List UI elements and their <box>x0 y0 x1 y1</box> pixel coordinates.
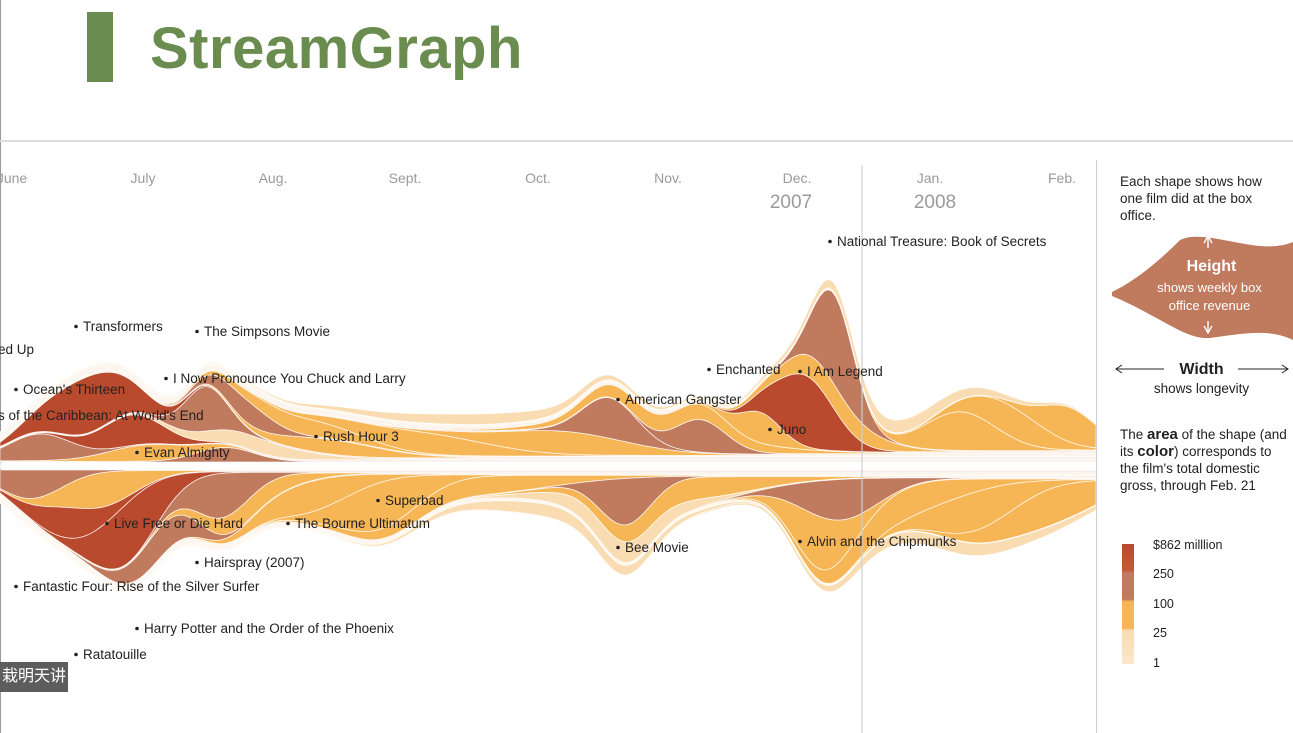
scale-label-25: 25 <box>1153 626 1167 640</box>
scale-label-250: 250 <box>1153 567 1174 581</box>
film-label: I Am Legend <box>807 364 883 379</box>
x-tick-label: Feb. <box>1048 170 1076 186</box>
film-label: Fantastic Four: Rise of the Silver Surfe… <box>23 579 260 594</box>
film-label-dot <box>616 545 620 550</box>
legend-intro: Each shape shows how one film did at the… <box>1120 174 1262 223</box>
film-label-dot <box>74 324 78 329</box>
film-label: National Treasure: Book of Secrets <box>837 234 1047 249</box>
film-label-dot <box>376 498 380 503</box>
film-label-dot <box>105 521 109 526</box>
legend-color-scale <box>1122 544 1134 664</box>
stream-layers <box>0 165 1096 733</box>
film-label: Rush Hour 3 <box>323 429 399 444</box>
year-labels: 2007 2008 <box>770 192 956 213</box>
x-tick-label: Oct. <box>525 170 551 186</box>
film-label: Hairspray (2007) <box>204 555 305 570</box>
film-label: Bee Movie <box>625 540 689 555</box>
x-tick-label: July <box>131 170 156 186</box>
x-tick-label: Jan. <box>917 170 943 186</box>
x-tick-label: Nov. <box>654 170 682 186</box>
legend-panel: Each shape shows how one film did at the… <box>1096 160 1293 733</box>
film-label-dot <box>828 239 832 244</box>
watermark-badge: 栽明天讲 <box>0 662 68 692</box>
film-label-dot <box>798 539 802 544</box>
scale-label-1: 1 <box>1153 656 1160 670</box>
film-label: Transformers <box>83 319 163 334</box>
film-label: Enchanted <box>716 362 781 377</box>
stream-down-layer-19 <box>0 502 1096 593</box>
film-label: Evan Almighty <box>144 445 230 460</box>
film-label-dot <box>135 450 139 455</box>
film-label-dot <box>195 329 199 334</box>
left-border <box>0 0 1 733</box>
film-label-dot <box>164 376 168 381</box>
film-label: ed Up <box>0 342 34 357</box>
film-labels: s of the Caribbean: At World's End Ocean'… <box>0 234 1047 662</box>
legend-divider <box>1096 160 1097 733</box>
legend-shape-icon <box>1112 234 1293 340</box>
x-axis-ticks: June July Aug. Sept. Oct. Nov. Dec. Jan. Feb. <box>0 170 1076 186</box>
film-label: I Now Pronounce You Chuck and Larry <box>173 371 406 386</box>
film-label-dot <box>707 367 711 372</box>
x-tick-label: June <box>0 170 27 186</box>
film-label-dot <box>74 652 78 657</box>
x-tick-label: Sept. <box>389 170 422 186</box>
film-label-dot <box>286 521 290 526</box>
film-label: American Gangster <box>625 392 742 407</box>
film-label-dot <box>195 560 199 565</box>
film-label-dot <box>14 387 18 392</box>
year-label: 2008 <box>914 192 956 213</box>
year-label: 2007 <box>770 192 812 213</box>
title-divider <box>0 140 1293 142</box>
scale-label-100: 100 <box>1153 597 1174 611</box>
x-tick-label: Aug. <box>259 170 288 186</box>
film-label-dot <box>314 434 318 439</box>
streamgraph-chart: June July Aug. Sept. Oct. Nov. Dec. Jan. Feb. 20… <box>0 165 1096 733</box>
film-label: Superbad <box>385 493 444 508</box>
film-label: s of the Caribbean: At World's End <box>0 408 204 423</box>
title-accent-bar <box>87 12 113 82</box>
legend-height: Height shows weekly box office revenue <box>1157 258 1262 313</box>
film-label: Harry Potter and the Order of the Phoeni… <box>144 621 394 636</box>
legend-width: Width shows longevity <box>1153 361 1250 396</box>
stream-up-layer-23 <box>0 278 1096 433</box>
film-label: The Bourne Ultimatum <box>295 516 430 531</box>
stream-baseline-gap <box>0 463 1096 469</box>
film-label: Alvin and the Chipmunks <box>807 534 957 549</box>
film-label-dot <box>135 626 139 631</box>
film-label: Ocean's Thirteen <box>23 382 125 397</box>
legend-area-text: The area of the shape (and its color) co… <box>1120 426 1287 493</box>
legend-width-arrows <box>1115 364 1289 374</box>
film-label: Live Free or Die Hard <box>114 516 243 531</box>
x-tick-label: Dec. <box>783 170 812 186</box>
film-label: Juno <box>777 422 806 437</box>
film-label-dot <box>616 397 620 402</box>
film-label: The Simpsons Movie <box>204 324 330 339</box>
scale-label-top: $862 milllion <box>1153 538 1223 552</box>
film-label: Ratatouille <box>83 647 147 662</box>
film-label-dot <box>14 584 18 589</box>
film-label-dot <box>798 369 802 374</box>
page-title: StreamGraph <box>150 16 523 81</box>
film-label-dot <box>768 427 772 432</box>
